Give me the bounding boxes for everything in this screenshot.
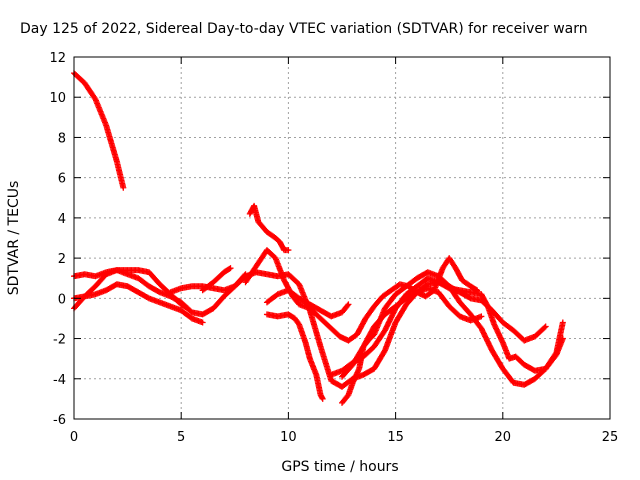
data-point-marker <box>241 272 248 279</box>
y-tick-label: -2 <box>53 333 66 348</box>
y-tick-label: -6 <box>53 413 66 428</box>
data-point-marker <box>319 395 326 402</box>
x-tick-label: 5 <box>177 430 185 445</box>
data-point-marker <box>345 301 352 308</box>
y-tick-label: 10 <box>49 91 66 106</box>
series-trace-10 <box>263 311 326 402</box>
series-trace-9 <box>263 287 352 320</box>
series-trace-13 <box>339 285 485 380</box>
data-point-marker <box>184 305 191 312</box>
y-axis-label: SDTVAR / TECUs <box>6 181 22 296</box>
x-tick-label: 25 <box>602 430 619 445</box>
series-trace-7 <box>246 202 292 254</box>
data-point-marker <box>226 265 233 272</box>
data-point-marker <box>120 184 127 191</box>
x-tick-label: 20 <box>495 430 512 445</box>
data-point-marker <box>552 350 559 357</box>
data-point-marker <box>344 302 351 309</box>
data-point-marker <box>199 319 206 326</box>
x-axis-label: GPS time / hours <box>281 459 398 475</box>
series-trace-12 <box>328 275 566 378</box>
axis-ticks: 0 5 10 15 20 25 -6 -4 -2 0 2 4 6 8 10 12 <box>49 51 618 445</box>
series-trace-6 <box>199 265 234 294</box>
x-tick-label: 10 <box>280 430 297 445</box>
data-point-marker <box>227 265 234 272</box>
x-tick-label: 15 <box>387 430 404 445</box>
series-trace-2 <box>71 267 566 390</box>
data-point-marker <box>542 323 549 330</box>
data-point-marker <box>478 313 485 320</box>
data-point-marker <box>541 324 548 331</box>
data-point-marker <box>285 247 292 254</box>
data-point-marker <box>183 304 190 311</box>
data-point-marker <box>559 319 566 326</box>
series-trace-3 <box>71 267 191 312</box>
chart-title: Day 125 of 2022, Sidereal Day-to-day VTE… <box>20 21 588 37</box>
y-tick-label: 4 <box>58 212 66 227</box>
y-tick-label: 8 <box>58 131 66 146</box>
y-tick-label: -4 <box>53 373 66 388</box>
y-tick-label: 12 <box>49 51 66 66</box>
series-trace-4 <box>71 281 206 326</box>
y-tick-label: 6 <box>58 172 66 187</box>
y-tick-label: 2 <box>58 252 66 267</box>
y-tick-label: 0 <box>58 292 66 307</box>
data-series <box>71 70 566 406</box>
series-trace-1 <box>71 70 127 191</box>
x-tick-label: 0 <box>70 430 78 445</box>
plot-frame <box>73 56 611 420</box>
